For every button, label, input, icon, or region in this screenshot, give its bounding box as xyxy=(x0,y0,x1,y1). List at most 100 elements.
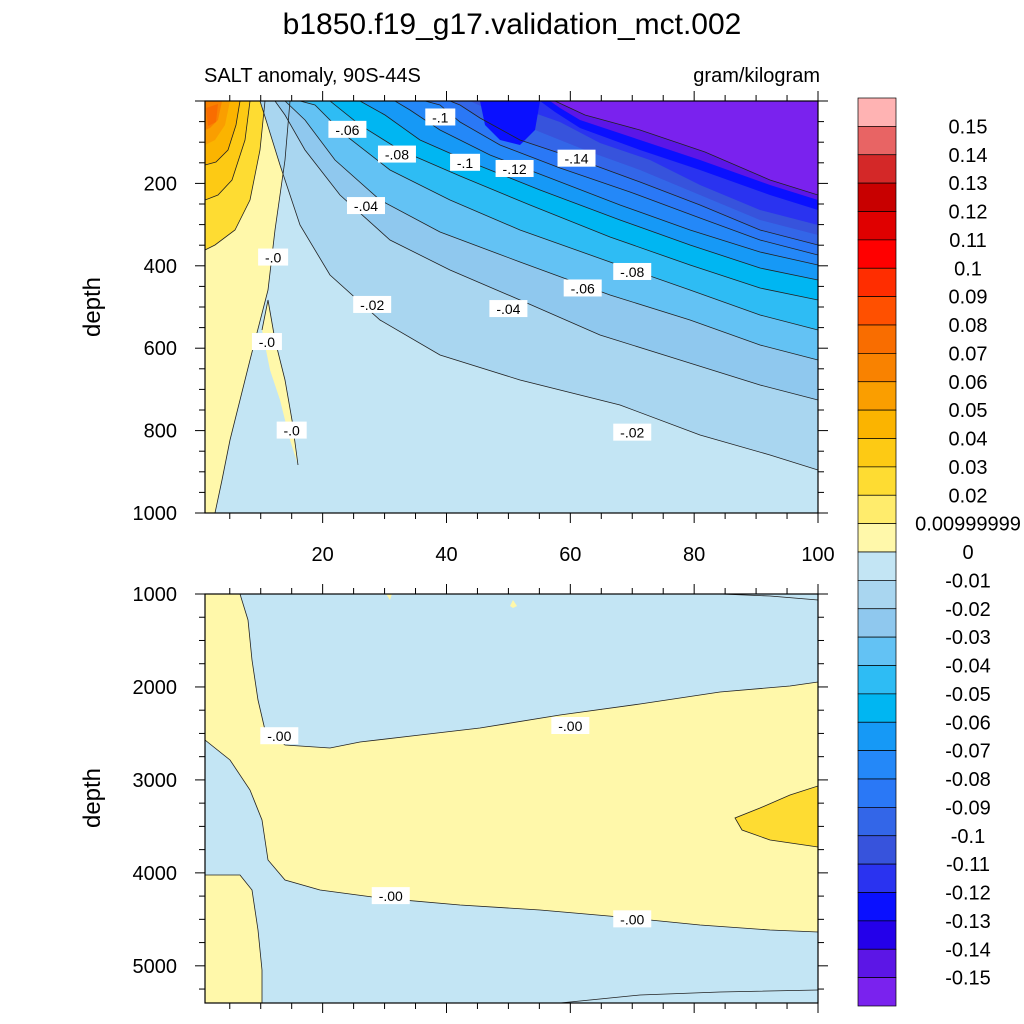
y-tick-label: 600 xyxy=(144,338,177,360)
colorbar-label: -0.04 xyxy=(945,656,991,678)
contour-label: -.04 xyxy=(346,197,385,215)
colorbar-swatch xyxy=(857,636,897,666)
colorbar-swatch xyxy=(857,126,897,156)
contour-label-text: -.12 xyxy=(503,161,527,177)
contour-label: -.02 xyxy=(613,423,652,441)
y-tick-label: 1000 xyxy=(133,503,178,525)
x-tick-label: 20 xyxy=(312,544,334,566)
contour-label-text: -.02 xyxy=(360,297,384,313)
colorbar-swatch xyxy=(857,778,897,808)
colorbar-swatch xyxy=(857,296,897,326)
contour-label-text: -.00 xyxy=(267,728,291,744)
contour-label-bg xyxy=(450,153,481,171)
contour-label-bg xyxy=(276,421,307,439)
contour-label-bg xyxy=(258,248,289,266)
lower-panel-fills xyxy=(205,594,818,1003)
colorbar-label: -0.13 xyxy=(945,911,991,933)
contour-label-bg xyxy=(563,279,602,297)
contour-label-text: -.08 xyxy=(385,147,409,163)
contour-label: -.00 xyxy=(260,727,299,745)
contour-label-bg xyxy=(613,423,652,441)
contour-label-text: -.00 xyxy=(379,888,403,904)
colorbar-swatch xyxy=(857,523,897,553)
contour-label-text: -.00 xyxy=(620,911,644,927)
colorbar-swatch xyxy=(857,693,897,723)
contour-label: -.08 xyxy=(613,262,652,280)
contour-label-bg xyxy=(425,108,456,126)
contour-label-text: -.04 xyxy=(354,198,378,214)
colorbar xyxy=(857,97,897,1007)
colorbar-label: -0.07 xyxy=(945,741,991,763)
contour-label-bg xyxy=(251,333,282,351)
contour-label-bg xyxy=(613,910,652,928)
colorbar-label: -0.03 xyxy=(945,627,991,649)
colorbar-swatch xyxy=(857,494,897,524)
contour-label: -.0 xyxy=(251,333,282,351)
colorbar-label: 0.08 xyxy=(949,315,988,337)
colorbar-swatch xyxy=(857,920,897,950)
x-tick-label: 60 xyxy=(559,544,581,566)
contour-label-text: -.06 xyxy=(571,280,595,296)
colorbar-label: -0.09 xyxy=(945,797,991,819)
colorbar-label: 0.1 xyxy=(954,258,982,280)
colorbar-swatch xyxy=(857,580,897,610)
upper-x-tick-labels: 20 40 60 80 100 xyxy=(312,544,835,566)
contour-label-text: -.0 xyxy=(265,250,282,266)
contour-label: -.00 xyxy=(551,716,590,734)
contour-label: -.06 xyxy=(328,120,367,138)
contour-label-text: -.14 xyxy=(564,151,588,167)
contour-label-bg xyxy=(377,145,416,163)
contour-label: -.1 xyxy=(425,108,456,126)
x-tick-label: 80 xyxy=(683,544,705,566)
contour-label-bg xyxy=(371,887,410,905)
colorbar-label: 0.03 xyxy=(949,457,988,479)
colorbar-swatch xyxy=(857,466,897,496)
colorbar-swatch xyxy=(857,721,897,751)
upper-axis-ticks xyxy=(195,91,828,523)
colorbar-label: 0.15 xyxy=(949,116,988,138)
colorbar-label: 0.05 xyxy=(949,400,988,422)
contour-label-bg xyxy=(353,295,392,313)
colorbar-label: -0.01 xyxy=(945,570,991,592)
colorbar-label: 0.00999999 xyxy=(915,514,1021,536)
colorbar-swatch xyxy=(857,750,897,780)
colorbar-label: -0.08 xyxy=(945,769,991,791)
colorbar-swatch xyxy=(857,948,897,978)
x-tick-label: 100 xyxy=(801,544,834,566)
y-tick-label: 5000 xyxy=(133,956,178,978)
contour-label-text: -.00 xyxy=(558,718,582,734)
contour-label: -.1 xyxy=(450,153,481,171)
colorbar-swatch xyxy=(857,608,897,638)
colorbar-swatch xyxy=(857,409,897,439)
contour-label-text: -.1 xyxy=(432,109,449,125)
upper-y-tick-labels: 200 400 600 800 1000 xyxy=(133,173,178,525)
contour-label: -.08 xyxy=(377,145,416,163)
colorbar-swatch xyxy=(857,892,897,922)
colorbar-label: -0.05 xyxy=(945,684,991,706)
contour-label-text: -.0 xyxy=(259,334,276,350)
contour-label-text: -.06 xyxy=(335,122,359,138)
colorbar-label: -0.02 xyxy=(945,599,991,621)
colorbar-label: -0.11 xyxy=(946,854,990,876)
y-tick-label: 2000 xyxy=(133,677,178,699)
colorbar-swatch xyxy=(857,438,897,468)
x-tick-label: 40 xyxy=(435,544,457,566)
colorbar-label: 0.14 xyxy=(949,145,988,167)
contour-label: -.0 xyxy=(258,248,289,266)
colorbar-label: 0.13 xyxy=(949,173,988,195)
lower-y-tick-labels: 1000 2000 3000 4000 5000 xyxy=(133,584,178,978)
colorbar-label: -0.12 xyxy=(945,883,991,905)
contour-label-bg xyxy=(557,149,596,167)
colorbar-label: 0.11 xyxy=(949,230,986,252)
y-tick-label: 1000 xyxy=(133,584,178,606)
contour-label-text: -.02 xyxy=(620,425,644,441)
contour-label-bg xyxy=(489,300,528,318)
lower-plot-frame xyxy=(204,593,819,1004)
contour-label: -.12 xyxy=(495,159,534,177)
upper-y-axis-label: depth xyxy=(79,277,106,337)
colorbar-label: 0.02 xyxy=(949,485,988,507)
contour-label: -.00 xyxy=(371,887,410,905)
contour-label: -.0 xyxy=(276,421,307,439)
contour-label: -.04 xyxy=(489,300,528,318)
colorbar-swatch xyxy=(857,977,897,1007)
